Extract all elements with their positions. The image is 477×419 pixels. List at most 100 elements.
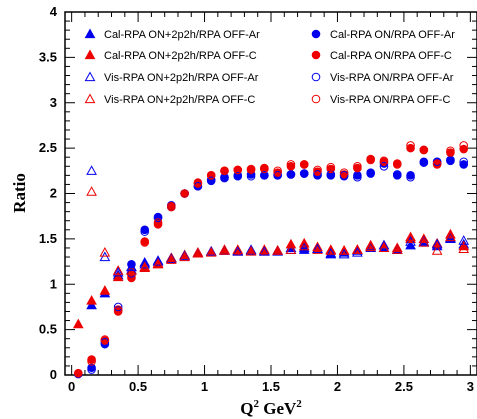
y-tick-label: 1 — [50, 276, 57, 291]
data-point — [419, 145, 429, 155]
data-point — [299, 160, 309, 169]
data-point — [140, 225, 150, 235]
x-tick-label: 3 — [467, 379, 474, 394]
data-point — [206, 176, 216, 186]
data-point — [352, 244, 363, 254]
x-tick-label: 1 — [201, 379, 208, 394]
data-point — [459, 157, 469, 167]
legend-item: Cal-RPA ON+2p2h/RPA OFF-Ar — [84, 28, 260, 41]
legend-marker — [84, 28, 96, 39]
legend-label: Vis-RPA ON+2p2h/RPA OFF-Ar — [104, 72, 259, 84]
x-tick-label: 1.5 — [262, 379, 280, 394]
legend-marker — [84, 71, 96, 82]
data-point — [152, 258, 164, 269]
data-point — [259, 244, 270, 254]
data-point — [432, 159, 442, 168]
data-point — [73, 368, 83, 378]
data-point — [140, 238, 150, 247]
data-point — [219, 245, 230, 255]
y-axis-title: Ratio — [10, 173, 29, 213]
y-tick-label: 2 — [50, 186, 57, 201]
data-point — [285, 244, 297, 254]
data-point — [220, 166, 229, 176]
data-point — [112, 266, 124, 277]
data-point — [272, 245, 283, 255]
legend-marker — [311, 50, 321, 60]
data-point — [392, 160, 402, 169]
x-axis-title-var-sup: 2 — [253, 398, 259, 410]
data-point — [352, 244, 363, 254]
data-point — [286, 160, 296, 169]
data-point — [127, 259, 136, 269]
legend-label: Cal-RPA ON/RPA OFF-C — [330, 50, 452, 62]
data-point — [353, 161, 362, 171]
data-point — [366, 155, 375, 165]
data-point — [298, 240, 310, 251]
axis-ticks: 0 0.5 1 1.5 2 2.5 3 3.5 4 0 0.5 1 1.5 2 2.5 3 — [39, 4, 477, 394]
data-point — [298, 242, 310, 253]
data-point — [273, 171, 282, 180]
data-point — [246, 164, 256, 174]
legend-item: Cal-RPA ON+2p2h/RPA OFF-C — [84, 49, 257, 62]
data-point — [260, 171, 269, 180]
data-point — [446, 148, 455, 157]
data-point — [313, 170, 322, 179]
data-point — [273, 166, 282, 176]
data-point — [192, 247, 204, 258]
data-point — [379, 156, 389, 166]
data-point — [127, 270, 136, 280]
data-point — [232, 246, 244, 256]
data-point — [153, 213, 163, 223]
data-points — [72, 141, 470, 379]
data-point — [338, 245, 350, 255]
data-point — [313, 165, 322, 175]
legend-label: Vis-RPA ON/RPA OFF-C — [330, 94, 450, 106]
data-point — [458, 243, 470, 253]
data-point — [100, 335, 110, 344]
data-point — [353, 163, 362, 173]
data-point — [113, 307, 123, 316]
data-point — [366, 168, 375, 177]
data-point — [405, 231, 416, 242]
x-tick-label: 2 — [334, 379, 341, 394]
data-point — [459, 141, 469, 150]
y-tick-label: 3 — [50, 95, 57, 110]
y-tick-label: 2.5 — [39, 140, 57, 155]
data-point — [206, 171, 216, 180]
legend-marker — [311, 94, 321, 104]
x-tick-label: 0.5 — [129, 379, 147, 394]
data-point — [99, 246, 111, 257]
data-point — [99, 285, 111, 295]
data-point — [167, 201, 176, 211]
data-point — [205, 246, 217, 257]
data-point — [165, 254, 177, 264]
data-point — [299, 169, 309, 178]
data-point — [233, 165, 243, 175]
data-point — [127, 273, 136, 283]
data-point — [406, 143, 415, 153]
series-vis-rpa-on-2p2h-rpa-off-c — [86, 186, 470, 275]
data-point — [259, 246, 270, 256]
y-tick-label: 0.5 — [39, 322, 57, 337]
data-point — [87, 357, 96, 366]
series-vis-rpa-on-rpa-off-c — [87, 141, 469, 366]
data-point — [286, 170, 296, 179]
data-point — [113, 302, 123, 312]
data-point — [312, 243, 323, 253]
data-point — [153, 218, 163, 227]
data-point — [406, 141, 415, 150]
legend-label: Vis-RPA ON/RPA OFF-Ar — [330, 72, 454, 84]
data-point — [459, 160, 469, 169]
data-point — [392, 170, 402, 179]
data-point — [391, 244, 403, 254]
data-point — [378, 242, 390, 253]
x-tick-label: 2.5 — [395, 379, 413, 394]
data-point — [193, 179, 203, 188]
data-point — [139, 258, 151, 269]
data-point — [446, 156, 455, 166]
data-point — [419, 158, 429, 167]
series-cal-rpa-on-rpa-off-ar — [73, 155, 469, 379]
data-point — [325, 245, 337, 255]
data-point — [431, 245, 443, 255]
